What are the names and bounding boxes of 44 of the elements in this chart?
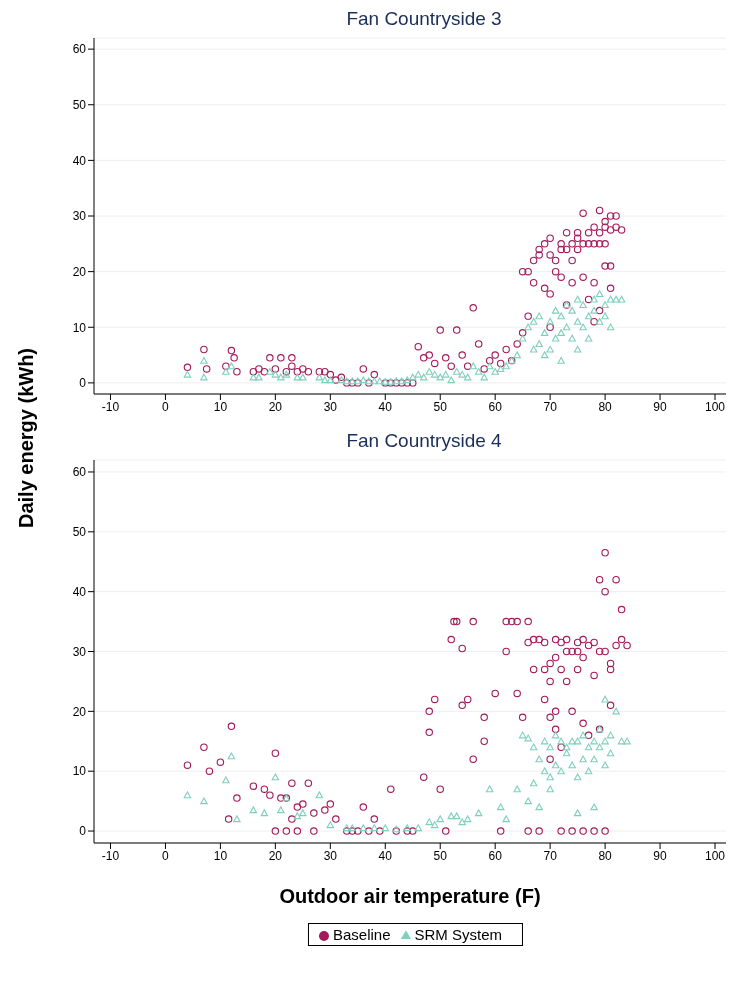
x-tick-label: 10 [213,399,228,414]
x-tick-label: 30 [323,399,338,414]
x-tick-label: 80 [598,399,613,414]
x-tick-label: 10 [213,848,228,863]
x-tick-label: 0 [162,848,170,863]
x-tick-label: -10 [101,399,120,414]
x-tick-label: 70 [543,399,558,414]
x-tick-label: 40 [378,848,393,863]
x-tick-label: 90 [653,399,668,414]
x-tick-label: 30 [323,848,338,863]
x-tick-label: 60 [488,399,503,414]
y-tick-label: 40 [72,153,87,168]
y-tick-label: 20 [72,264,87,279]
x-tick-label: 100 [704,848,726,863]
y-tick-label: 50 [72,98,87,113]
y-tick-label: 30 [72,209,87,224]
chart-title: Fan Countryside 4 [345,430,503,452]
x-axis-title: Outdoor air temperature (F) [279,885,541,907]
x-tick-label: 100 [704,399,726,414]
y-tick-label: 0 [79,824,87,839]
x-tick-label: 70 [543,848,558,863]
x-tick-label: 90 [653,848,668,863]
y-tick-label: 10 [72,764,87,779]
y-tick-label: 10 [72,320,87,335]
x-tick-label: 40 [378,399,393,414]
x-tick-label: 20 [268,399,283,414]
legend-label: SRM System [414,926,503,943]
x-tick-label: -10 [101,848,120,863]
x-tick-label: 50 [433,848,448,863]
x-tick-label: 0 [162,399,170,414]
y-tick-label: 0 [79,376,87,391]
x-tick-label: 50 [433,399,448,414]
y-axis-title: Daily energy (kWh) [14,347,38,529]
y-tick-label: 50 [72,525,87,540]
legend-label: Baseline [332,926,391,943]
x-tick-label: 60 [488,848,503,863]
x-tick-label: 80 [598,848,613,863]
y-tick-label: 60 [72,42,87,57]
chart-title: Fan Countryside 3 [345,8,503,30]
y-tick-label: 40 [72,584,87,599]
y-tick-label: 30 [72,644,87,659]
y-tick-label: 20 [72,704,87,719]
x-tick-label: 20 [268,848,283,863]
y-tick-label: 60 [72,465,87,480]
